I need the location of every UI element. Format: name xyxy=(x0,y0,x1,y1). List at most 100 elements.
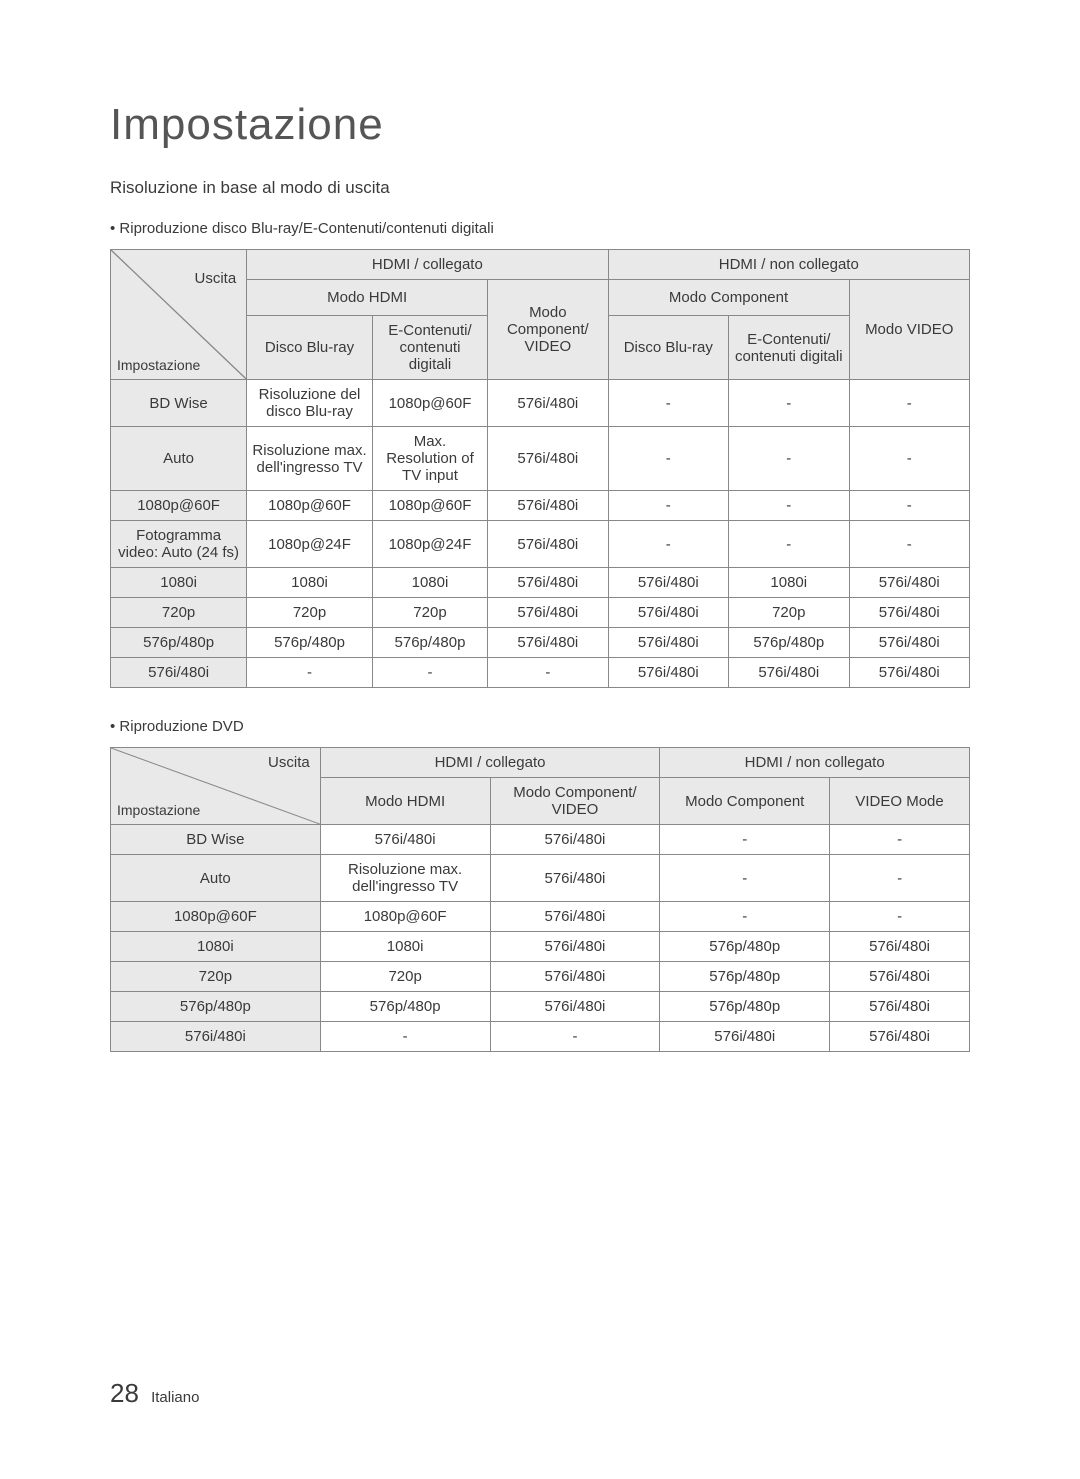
label-uscita: Uscita xyxy=(194,270,236,287)
table-cell: 576i/480i xyxy=(830,1022,970,1052)
table-cell: 576i/480i xyxy=(490,992,660,1022)
table-cell: 576i/480i xyxy=(488,568,608,598)
table-bluray: Uscita Impostazione HDMI / collegato HDM… xyxy=(110,249,970,688)
table-cell: - xyxy=(608,427,728,491)
diag-header-cell-2: Uscita Impostazione xyxy=(111,748,321,825)
bullet-1: • Riproduzione disco Blu-ray/E-Contenuti… xyxy=(110,220,970,237)
table-cell: - xyxy=(849,427,970,491)
table-cell: 576i/480i xyxy=(849,628,970,658)
table-cell: 576i/480i xyxy=(488,491,608,521)
table-cell: 576p/480p xyxy=(320,992,490,1022)
page-footer: 28 Italiano xyxy=(110,1378,199,1409)
table-cell: 720p xyxy=(111,598,247,628)
label-uscita-2: Uscita xyxy=(268,754,310,771)
t1-hdr-modo-comp: Modo Component xyxy=(608,280,849,316)
table-cell: Max. Resolution of TV input xyxy=(372,427,487,491)
table-cell: 1080p@60F xyxy=(111,491,247,521)
table-cell: 576p/480p xyxy=(111,992,321,1022)
table-cell: 576i/480i xyxy=(849,598,970,628)
t2-hdr-video-mode: VIDEO Mode xyxy=(830,778,970,825)
table-cell: 720p xyxy=(320,962,490,992)
table-cell: 576i/480i xyxy=(608,658,728,688)
table-cell: - xyxy=(488,658,608,688)
table-cell: BD Wise xyxy=(111,825,321,855)
table-cell: BD Wise xyxy=(111,380,247,427)
table-cell: 576p/480p xyxy=(660,932,830,962)
table-cell: 576i/480i xyxy=(608,568,728,598)
t1-hdr-hdmi-on: HDMI / collegato xyxy=(247,250,608,280)
table-cell: Risoluzione max. dell'ingresso TV xyxy=(320,855,490,902)
table-cell: 720p xyxy=(247,598,373,628)
table-cell: - xyxy=(729,427,849,491)
diag-header-cell: Uscita Impostazione xyxy=(111,250,247,380)
table-cell: - xyxy=(660,855,830,902)
t1-hdr-disco-br-2: Disco Blu-ray xyxy=(608,316,728,380)
table-cell: 1080p@60F xyxy=(247,491,373,521)
table-cell: 576i/480i xyxy=(488,380,608,427)
table-cell: 576i/480i xyxy=(490,932,660,962)
table-cell: - xyxy=(830,825,970,855)
table-cell: 1080i xyxy=(372,568,487,598)
table-cell: - xyxy=(849,491,970,521)
table-cell: - xyxy=(849,380,970,427)
table-cell: 576p/480p xyxy=(729,628,849,658)
table-cell: 576i/480i xyxy=(490,855,660,902)
table-cell: 576i/480i xyxy=(830,962,970,992)
table-cell: 576p/480p xyxy=(247,628,373,658)
table-cell: 1080i xyxy=(111,568,247,598)
table-cell: 1080i xyxy=(729,568,849,598)
table-cell: 576i/480i xyxy=(111,1022,321,1052)
table-cell: 576i/480i xyxy=(608,598,728,628)
t2-hdr-hdmi-off: HDMI / non collegato xyxy=(660,748,970,778)
page-number: 28 xyxy=(110,1378,139,1408)
t1-hdr-modo-hdmi: Modo HDMI xyxy=(247,280,488,316)
table-cell: 576i/480i xyxy=(111,658,247,688)
section-subtitle: Risoluzione in base al modo di uscita xyxy=(110,178,970,198)
table-cell: - xyxy=(247,658,373,688)
t1-hdr-econt-2: E-Contenuti/ contenuti digitali xyxy=(729,316,849,380)
t1-hdr-disco-br-1: Disco Blu-ray xyxy=(247,316,373,380)
table-cell: Risoluzione del disco Blu-ray xyxy=(247,380,373,427)
table-cell: 1080p@60F xyxy=(111,902,321,932)
page-title: Impostazione xyxy=(110,100,970,150)
table-cell: - xyxy=(372,658,487,688)
table-cell: - xyxy=(849,521,970,568)
table-cell: 1080i xyxy=(247,568,373,598)
table-cell: Fotogramma video: Auto (24 fs) xyxy=(111,521,247,568)
table-cell: 576p/480p xyxy=(660,992,830,1022)
table-cell: 1080i xyxy=(111,932,321,962)
table-cell: Auto xyxy=(111,855,321,902)
table-cell: 576i/480i xyxy=(608,628,728,658)
t2-hdr-modo-comp-video: Modo Component/ VIDEO xyxy=(490,778,660,825)
t2-hdr-modo-hdmi: Modo HDMI xyxy=(320,778,490,825)
table-dvd: Uscita Impostazione HDMI / collegato HDM… xyxy=(110,747,970,1052)
table-cell: 576p/480p xyxy=(111,628,247,658)
table-cell: 576i/480i xyxy=(830,992,970,1022)
table-cell: - xyxy=(608,491,728,521)
t1-hdr-econt-1: E-Contenuti/ contenuti digitali xyxy=(372,316,487,380)
table-cell: - xyxy=(830,902,970,932)
table-cell: - xyxy=(608,521,728,568)
t1-hdr-modo-video: Modo VIDEO xyxy=(849,280,970,380)
table-cell: - xyxy=(660,825,830,855)
table-cell: - xyxy=(729,380,849,427)
table-cell: - xyxy=(830,855,970,902)
table-cell: Auto xyxy=(111,427,247,491)
table-cell: 576p/480p xyxy=(372,628,487,658)
table-cell: 576i/480i xyxy=(490,825,660,855)
page-lang: Italiano xyxy=(151,1389,199,1406)
table-cell: 576i/480i xyxy=(660,1022,830,1052)
table-cell: 720p xyxy=(372,598,487,628)
label-impostazione: Impostazione xyxy=(117,357,200,373)
table-cell: 576i/480i xyxy=(830,932,970,962)
table-cell: 576i/480i xyxy=(490,902,660,932)
table-cell: 576i/480i xyxy=(729,658,849,688)
t2-hdr-modo-comp: Modo Component xyxy=(660,778,830,825)
table-cell: 720p xyxy=(729,598,849,628)
t2-hdr-hdmi-on: HDMI / collegato xyxy=(320,748,660,778)
table-cell: 576i/480i xyxy=(490,962,660,992)
page: Impostazione Risoluzione in base al modo… xyxy=(0,0,1080,1479)
table-cell: 576i/480i xyxy=(488,598,608,628)
table-cell: - xyxy=(729,491,849,521)
table-cell: 1080p@60F xyxy=(320,902,490,932)
